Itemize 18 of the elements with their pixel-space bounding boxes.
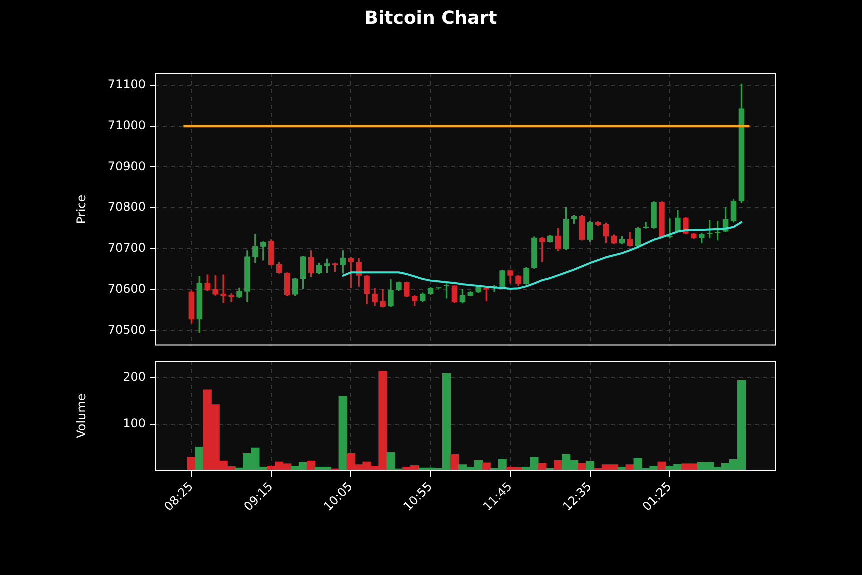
bar — [338, 396, 348, 471]
bar — [450, 454, 460, 471]
candlestick — [220, 274, 226, 304]
y-tick-label: 71100 — [108, 78, 146, 92]
y-tick-label: 70900 — [108, 159, 146, 174]
y-tick-label: 200 — [123, 370, 146, 384]
candlestick — [667, 218, 673, 239]
chart-title: Bitcoin Chart — [364, 8, 498, 29]
candlestick — [540, 237, 546, 262]
candlestick — [228, 294, 234, 302]
y-tick-label: 70500 — [108, 322, 146, 337]
y-axis-title: Volume — [74, 394, 88, 438]
y-tick-label: 70600 — [108, 282, 146, 296]
y-tick-label: 71000 — [108, 118, 146, 132]
y-tick-label: 100 — [123, 416, 146, 431]
y-tick-label: 70700 — [108, 241, 146, 256]
y-tick-label: 70800 — [108, 200, 146, 214]
y-axis-title: Price — [74, 194, 88, 224]
